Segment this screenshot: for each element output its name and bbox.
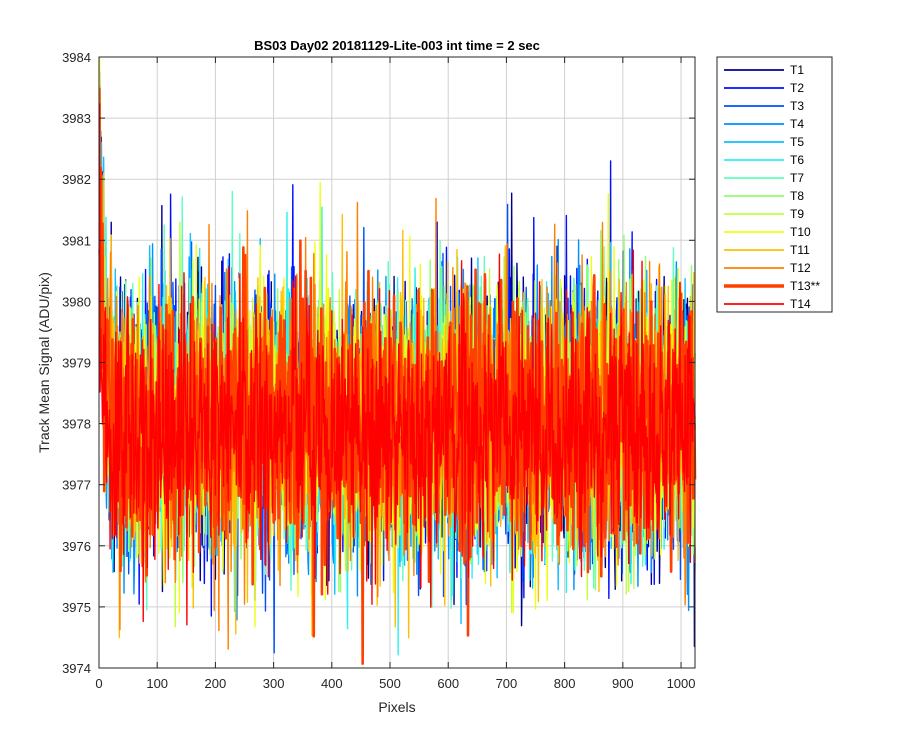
legend-label: T6 (790, 153, 804, 167)
series-line-T13 (98, 166, 697, 665)
x-tick-label: 200 (205, 676, 227, 691)
y-tick-label: 3979 (62, 356, 91, 371)
x-tick-label: 700 (496, 676, 518, 691)
x-tick-label: 400 (321, 676, 343, 691)
legend-label: T2 (790, 81, 804, 95)
legend: T1 T2 T3 T4 T5 T6 T7 T8 T9 T10 T11 T12 T13** T14 (716, 56, 833, 313)
legend-label: T4 (790, 117, 804, 131)
x-tick-label: 1000 (667, 676, 696, 691)
y-tick-label: 3974 (62, 661, 91, 676)
y-axis-label: Track Mean Signal (ADU/pix) (36, 272, 52, 453)
x-axis-label: Pixels (378, 699, 415, 715)
x-tick-label: 600 (437, 676, 459, 691)
legend-label: T13** (790, 279, 820, 293)
y-tick-label: 3982 (62, 172, 91, 187)
y-tick-label: 3978 (62, 417, 91, 432)
legend-label: T11 (790, 243, 810, 257)
legend-label: T14 (790, 297, 811, 311)
series-line-T14 (98, 103, 696, 626)
legend-label: T5 (790, 135, 804, 149)
x-tick-label: 0 (95, 676, 102, 691)
x-tick-label: 300 (263, 676, 285, 691)
legend-label: T7 (790, 171, 804, 185)
y-tick-label: 3975 (62, 600, 91, 615)
legend-label: T12 (790, 261, 811, 275)
x-tick-label: 800 (554, 676, 576, 691)
y-tick-label: 3977 (62, 478, 91, 493)
legend-label: T10 (790, 225, 811, 239)
chart-title: BS03 Day02 20181129-Lite-003 int time = … (254, 38, 540, 53)
series-layer (98, 56, 697, 665)
x-tick-label: 900 (612, 676, 634, 691)
legend-box (716, 56, 833, 313)
y-tick-label: 3981 (62, 233, 91, 248)
x-tick-label: 100 (146, 676, 168, 691)
x-axis-ticks: 0 100 200 300 400 500 600 700 800 900 1000 (95, 57, 695, 691)
legend-label: T8 (790, 189, 804, 203)
legend-label: T9 (790, 207, 804, 221)
y-axis-ticks: 3974 3975 3976 3977 3978 3979 3980 3981 3982 3983… (62, 50, 695, 676)
y-tick-label: 3976 (62, 539, 91, 554)
y-tick-label: 3980 (62, 294, 91, 309)
y-tick-label: 3984 (62, 50, 91, 65)
x-tick-label: 500 (379, 676, 401, 691)
y-tick-label: 3983 (62, 111, 91, 126)
legend-label: T3 (790, 99, 804, 113)
legend-label: T1 (790, 63, 804, 77)
